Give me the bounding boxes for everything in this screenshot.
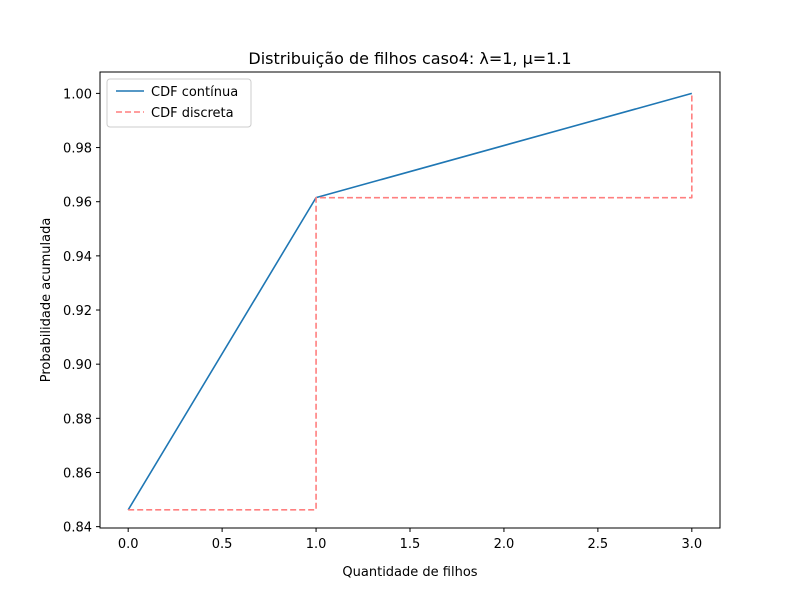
x-tick-label: 0.0: [118, 537, 139, 552]
x-tick-label: 2.0: [494, 537, 515, 552]
y-tick-label: 0.84: [63, 521, 92, 536]
y-tick-label: 0.88: [63, 412, 92, 427]
series-layer: [127, 92, 693, 511]
y-tick-label: 1.00: [63, 87, 92, 102]
legend-label-cdf-discreta: CDF discreta: [151, 106, 234, 121]
legend: CDF contínua CDF discreta: [106, 78, 252, 128]
y-tick-label: 0.90: [63, 358, 92, 373]
series-line-1: [128, 93, 693, 511]
legend-label-cdf-continua: CDF contínua: [151, 85, 238, 100]
y-axis-ticks: 0.84 0.86 0.88 0.90 0.92 0.94 0.96 0.98 1.00: [63, 87, 100, 536]
chart-title: Distribuição de filhos caso4: λ=1, μ=1.1: [248, 49, 571, 68]
x-tick-label: 2.5: [588, 537, 609, 552]
y-axis-label: Probabilidade acumulada: [39, 218, 54, 383]
y-tick-label: 0.96: [63, 196, 92, 211]
y-tick-label: 0.98: [63, 142, 92, 157]
x-tick-label: 1.0: [306, 537, 327, 552]
x-tick-label: 0.5: [212, 537, 233, 552]
x-tick-label: 3.0: [681, 537, 702, 552]
x-tick-label: 1.5: [400, 537, 421, 552]
x-axis-ticks: 0.0 0.5 1.0 1.5 2.0 2.5 3.0: [118, 528, 702, 552]
x-axis-label: Quantidade de filhos: [342, 565, 477, 580]
y-tick-label: 0.86: [63, 466, 92, 481]
y-tick-label: 0.92: [63, 304, 92, 319]
y-tick-label: 0.94: [63, 250, 92, 265]
